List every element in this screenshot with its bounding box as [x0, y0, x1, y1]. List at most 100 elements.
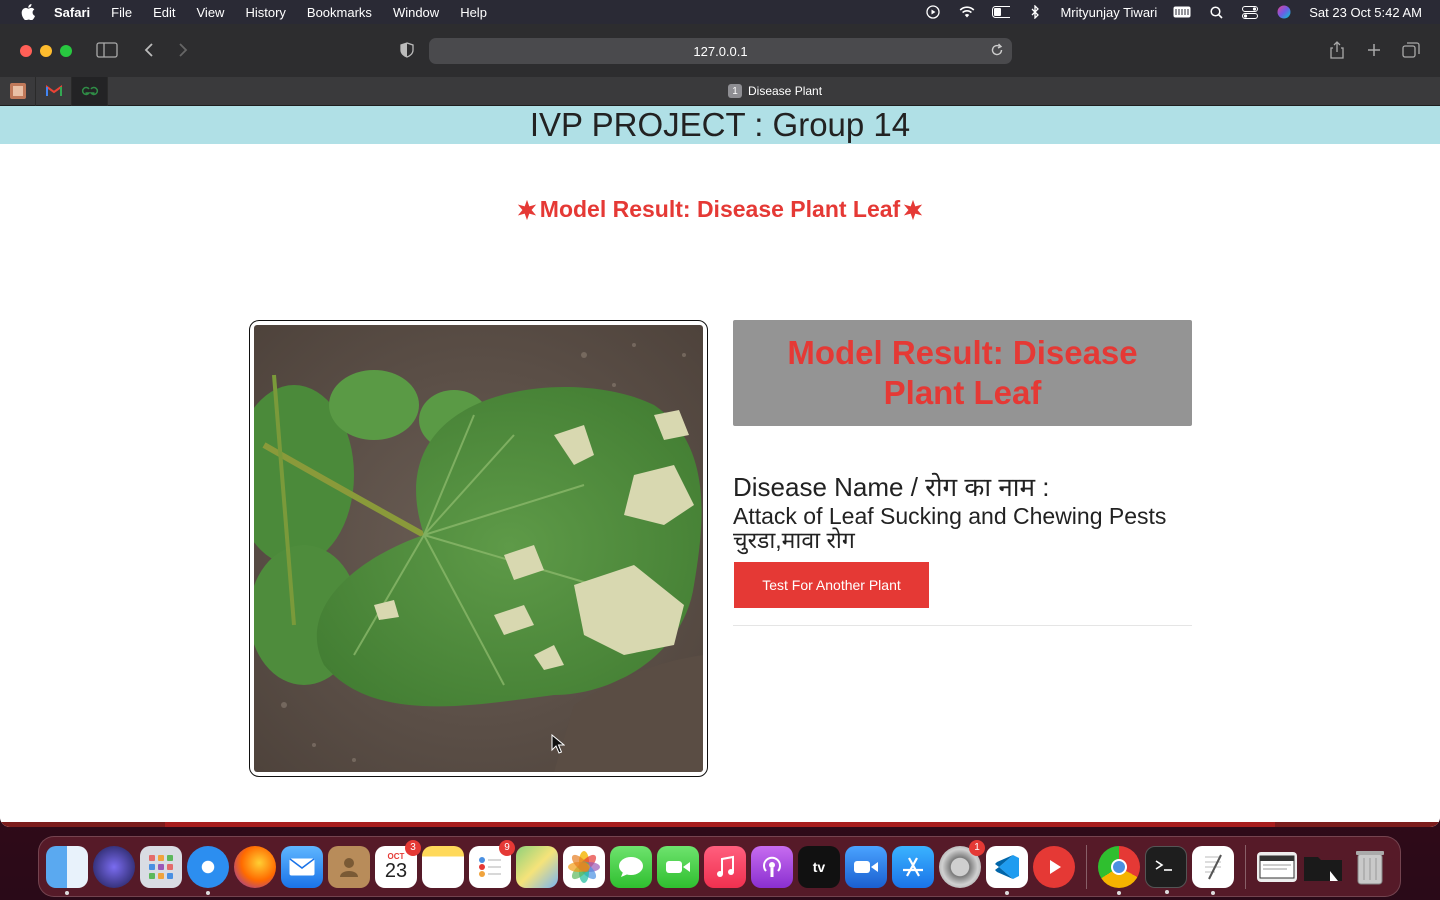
dock-separator — [1245, 844, 1246, 889]
finder-icon[interactable] — [46, 845, 88, 895]
textedit-icon[interactable] — [1192, 845, 1234, 895]
geeksforgeeks-icon — [81, 86, 98, 96]
downloads-folder-icon[interactable] — [1302, 846, 1344, 888]
menu-view[interactable]: View — [196, 4, 225, 20]
forward-arrow-icon[interactable] — [172, 40, 194, 60]
mail-icon[interactable] — [281, 845, 323, 888]
dock-separator — [1086, 844, 1087, 889]
system-preferences-icon[interactable]: 1 — [939, 839, 985, 888]
menu-history[interactable]: History — [245, 4, 286, 20]
reload-icon[interactable] — [990, 43, 1006, 59]
menu-edit[interactable]: Edit — [153, 4, 176, 20]
disease-name-value: Attack of Leaf Sucking and Chewing Pests… — [733, 503, 1167, 553]
calendar-icon[interactable]: OCT 23 3 — [375, 839, 421, 888]
menu-file[interactable]: File — [111, 4, 133, 20]
menu-app-name[interactable]: Safari — [54, 4, 91, 20]
safari-window: 127.0.0.1 1 Disease Plant — [0, 24, 1440, 827]
scrollbar-thumb[interactable] — [165, 822, 1275, 827]
keyboard-input-icon[interactable] — [1173, 5, 1191, 19]
reminders-icon[interactable]: 9 — [469, 839, 515, 888]
result-heading: Model Result: Disease Plant Leaf — [0, 196, 1440, 223]
horizontal-scrollbar[interactable] — [0, 822, 1440, 827]
pinned-tab-geeksforgeeks[interactable] — [72, 76, 108, 106]
facetime-icon[interactable] — [657, 845, 699, 888]
video-player-icon[interactable] — [1033, 845, 1075, 888]
siri-icon[interactable] — [93, 845, 135, 888]
siri-icon[interactable] — [1275, 5, 1293, 19]
chrome-icon[interactable] — [1098, 845, 1140, 895]
mouse-cursor-icon — [551, 734, 565, 754]
pinned-tab-gmail[interactable] — [36, 76, 72, 106]
apple-tv-label: tv — [812, 858, 826, 875]
calendar-day: 23 — [384, 860, 408, 882]
tab-title: Disease Plant — [748, 84, 823, 98]
apple-icon[interactable] — [20, 4, 36, 20]
gmail-icon — [45, 85, 62, 96]
tab-bar: 1 Disease Plant — [0, 76, 1440, 106]
active-tab[interactable]: 1 Disease Plant — [728, 84, 822, 98]
tab-overview-icon[interactable] — [1400, 40, 1422, 60]
close-window-button[interactable] — [20, 45, 32, 57]
minimize-window-button[interactable] — [40, 45, 52, 57]
privacy-shield-icon[interactable] — [396, 40, 418, 60]
terminal-icon[interactable] — [1145, 845, 1187, 894]
back-arrow-icon[interactable] — [138, 40, 160, 60]
firefox-icon[interactable] — [234, 845, 276, 888]
menu-bar: Safari File Edit View History Bookmarks … — [0, 0, 1440, 24]
battery-icon[interactable] — [992, 5, 1011, 19]
maps-icon[interactable] — [516, 845, 558, 888]
trash-icon[interactable] — [1349, 846, 1391, 888]
zoom-icon[interactable] — [845, 845, 887, 888]
browser-toolbar: 127.0.0.1 — [0, 24, 1440, 77]
settings-badge: 1 — [969, 839, 985, 856]
disease-name-label: Disease Name / रोग का नाम : — [733, 472, 1050, 502]
menubar-clock[interactable]: Sat 23 Oct 5:42 AM — [1309, 4, 1422, 20]
apple-tv-icon[interactable]: tv — [798, 845, 840, 888]
result-box-text: Model Result: Disease Plant Leaf — [787, 334, 1138, 411]
podcasts-icon[interactable] — [751, 845, 793, 888]
pinned-tab-1[interactable] — [0, 76, 36, 106]
safari-icon[interactable] — [187, 845, 229, 895]
app-store-icon[interactable] — [892, 845, 934, 888]
address-bar[interactable]: 127.0.0.1 — [429, 38, 1012, 64]
bluetooth-icon[interactable] — [1026, 5, 1044, 19]
wifi-icon[interactable] — [958, 5, 976, 19]
notes-icon[interactable] — [422, 845, 464, 888]
vscode-icon[interactable] — [986, 845, 1028, 895]
calendar-month: OCT — [387, 852, 405, 861]
spotlight-search-icon[interactable] — [1207, 5, 1225, 19]
star-icon — [517, 199, 536, 220]
divider — [733, 625, 1192, 626]
result-heading-text: Model Result: Disease Plant Leaf — [539, 196, 901, 222]
tab-number-badge: 1 — [728, 84, 742, 98]
page-title: IVP PROJECT : Group 14 — [529, 106, 911, 143]
pinned-site-icon — [9, 83, 26, 99]
test-another-plant-button[interactable]: Test For Another Plant — [734, 562, 929, 608]
window-controls — [20, 45, 72, 57]
star-icon — [904, 199, 923, 220]
screen-record-icon[interactable] — [924, 5, 942, 19]
menubar-user-name[interactable]: Mrityunjay Tiwari — [1060, 4, 1158, 20]
uploaded-leaf-image — [249, 320, 708, 777]
sidebar-toggle-icon[interactable] — [96, 40, 118, 60]
contacts-icon[interactable] — [328, 845, 370, 888]
web-page: IVP PROJECT : Group 14 Model Result: Dis… — [0, 106, 1440, 827]
messages-icon[interactable] — [610, 845, 652, 888]
result-box: Model Result: Disease Plant Leaf — [733, 320, 1192, 426]
menu-help[interactable]: Help — [460, 4, 487, 20]
reminders-badge: 9 — [499, 839, 515, 856]
url-text: 127.0.0.1 — [693, 43, 748, 59]
menu-bookmarks[interactable]: Bookmarks — [306, 4, 372, 20]
photos-icon[interactable] — [563, 845, 605, 888]
minimized-window-icon[interactable] — [1257, 851, 1297, 882]
control-center-icon[interactable] — [1241, 5, 1259, 19]
zoom-window-button[interactable] — [60, 45, 72, 57]
calendar-badge: 3 — [405, 839, 421, 856]
new-tab-icon[interactable] — [1363, 40, 1385, 60]
launchpad-icon[interactable] — [140, 845, 182, 888]
music-icon[interactable] — [704, 845, 746, 888]
page-header: IVP PROJECT : Group 14 — [0, 106, 1440, 144]
menu-window[interactable]: Window — [392, 4, 440, 20]
dock: OCT 23 3 9 tv 1 — [38, 836, 1401, 897]
share-icon[interactable] — [1326, 40, 1348, 60]
